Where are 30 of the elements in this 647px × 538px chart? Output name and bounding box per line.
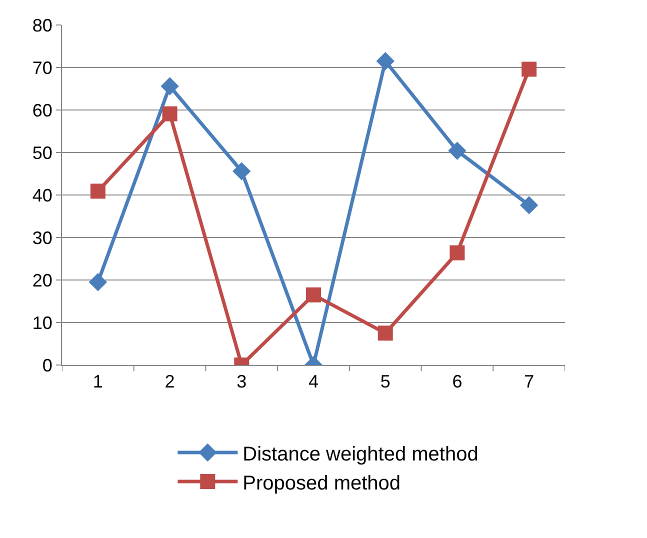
y-tick-label: 40 — [32, 185, 52, 206]
x-tick-label: 5 — [380, 372, 390, 392]
y-tick-label: 50 — [32, 142, 52, 163]
point — [376, 52, 394, 70]
point — [88, 273, 108, 292]
point — [448, 142, 466, 160]
y-tick-label: 10 — [32, 312, 52, 333]
point — [162, 106, 178, 122]
y-tick-label: 30 — [32, 228, 52, 248]
x-tick-label: 3 — [236, 372, 247, 392]
y-tick-label: 0 — [42, 355, 52, 376]
point — [90, 184, 106, 199]
y-tick-label: 70 — [32, 58, 52, 78]
x-tick-label: 7 — [524, 372, 534, 392]
y-tick-label: 20 — [32, 270, 52, 290]
point — [306, 287, 321, 302]
x-tick-label: 1 — [92, 372, 103, 392]
y-tick-label: 80 — [32, 15, 52, 36]
x-tick-label: 4 — [308, 372, 319, 392]
x-tick-label: 6 — [452, 372, 462, 392]
point — [378, 326, 393, 341]
point — [450, 245, 465, 260]
legend-label: Proposed method — [242, 472, 401, 494]
legend-label: Distance weighted method — [242, 443, 478, 466]
point — [522, 62, 537, 77]
point — [160, 77, 179, 96]
point — [520, 196, 538, 214]
x-tick-label: 2 — [164, 372, 175, 392]
point — [232, 162, 251, 180]
y-tick-label: 60 — [32, 100, 52, 120]
